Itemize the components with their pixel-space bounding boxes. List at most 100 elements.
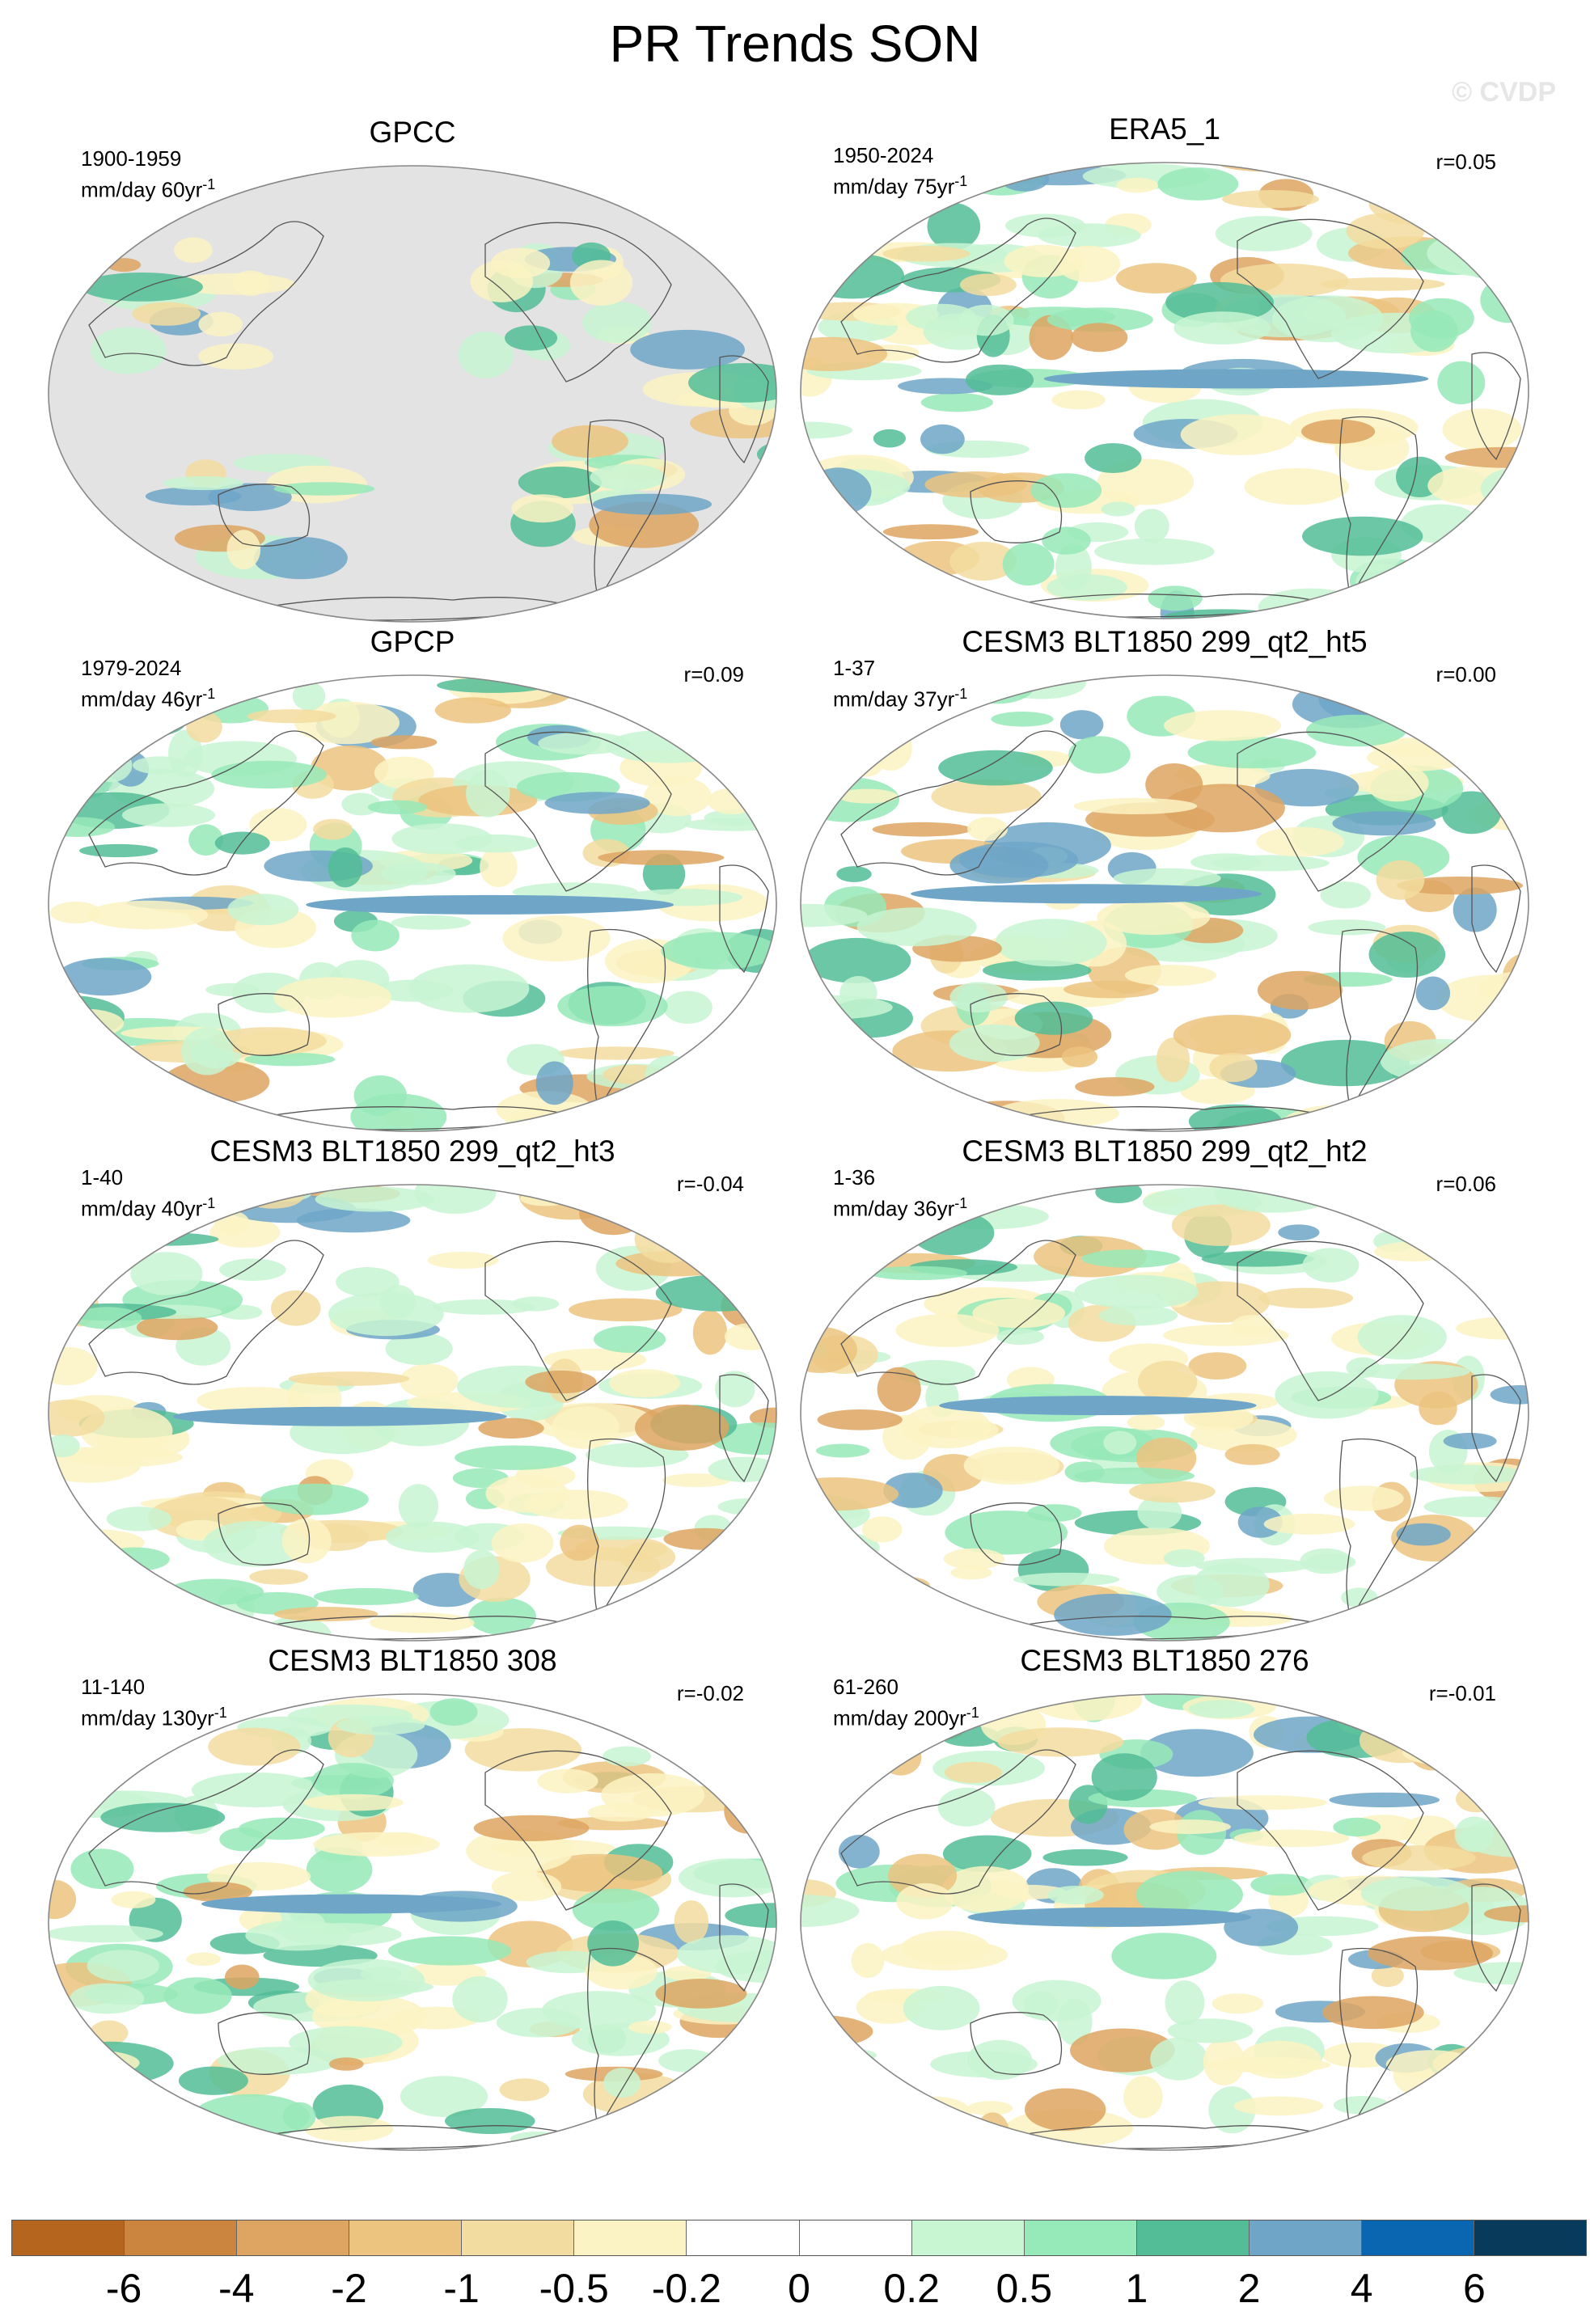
dry-trend-patch (609, 1369, 681, 1397)
wet-trend-patch (658, 2049, 716, 2073)
wet-trend-patch (801, 903, 868, 927)
dry-trend-patch (473, 1815, 590, 1841)
colorbar-tick-label: -4 (218, 2266, 255, 2311)
dry-trend-patch (663, 1730, 709, 1755)
dry-trend-patch (1284, 675, 1384, 691)
wet-trend-patch (408, 964, 530, 1013)
panel-title: CESM3 BLT1850 299_qt2_ht3 (209, 1135, 615, 1168)
wet-trend-patch (594, 1325, 666, 1353)
wet-trend-patch (1091, 1753, 1157, 1801)
dry-trend-patch (136, 1314, 218, 1341)
wet-trend-patch (49, 1587, 96, 1616)
coastline (218, 2012, 311, 2075)
dry-trend-patch (149, 1601, 188, 1630)
wet-trend-patch (1068, 736, 1131, 774)
wet-trend-patch (1113, 868, 1221, 889)
wet-trend-patch (49, 1434, 80, 1458)
wet-trend-patch (1380, 1201, 1453, 1222)
dry-trend-patch (1116, 177, 1158, 193)
wet-trend-patch (1300, 1548, 1352, 1574)
dry-trend-patch (801, 728, 862, 758)
wet-trend-patch (1453, 887, 1497, 932)
wet-trend-patch (661, 932, 776, 970)
dry-trend-patch (1124, 965, 1217, 987)
wet-trend-patch (91, 327, 167, 374)
coastline (1339, 928, 1419, 1111)
wet-trend-patch (831, 524, 865, 541)
dry-trend-patch (1244, 468, 1350, 505)
dry-trend-patch (560, 1524, 599, 1561)
wet-trend-patch (70, 1983, 145, 2014)
wet-trend-patch (544, 792, 650, 814)
wet-trend-patch (937, 1787, 996, 1827)
dry-trend-patch (801, 1211, 822, 1232)
dry-trend-patch (49, 1015, 95, 1063)
dry-trend-patch (1437, 1206, 1520, 1221)
dry-trend-patch (208, 1727, 301, 1766)
dry-trend-patch (808, 2080, 901, 2119)
dry-trend-patch (801, 1088, 867, 1116)
dry-trend-patch (518, 1185, 623, 1220)
dry-trend-patch (170, 1604, 231, 1633)
colorbar-box (12, 2220, 125, 2255)
pattern-correlation: r=-0.02 (676, 1681, 744, 1705)
colorbar-box (1361, 2220, 1475, 2255)
dry-trend-patch (895, 1313, 1000, 1347)
wet-trend-patch (1360, 1876, 1474, 1912)
wet-trend-patch (1332, 811, 1436, 836)
wet-trend-patch (385, 1521, 479, 1553)
wet-trend-patch (49, 1076, 76, 1098)
dry-trend-patch (1367, 1936, 1494, 1971)
wet-trend-patch (1167, 2018, 1254, 2043)
wet-trend-patch (429, 1698, 478, 1726)
wet-trend-patch (856, 907, 977, 947)
wet-trend-patch (49, 2119, 108, 2140)
period-label: 1979-2024 (81, 656, 182, 680)
wet-trend-patch (306, 1847, 373, 1893)
dry-trend-patch (817, 1409, 903, 1430)
coastline (970, 993, 1063, 1056)
wet-trend-patch (801, 253, 905, 299)
dry-trend-patch (967, 817, 1009, 841)
wet-trend-patch (385, 1332, 453, 1365)
dry-trend-patch (861, 1516, 903, 1543)
dry-trend-patch (972, 1298, 1065, 1329)
dry-trend-patch (249, 1569, 308, 1585)
dry-trend-patch (817, 2110, 898, 2140)
wet-trend-patch (87, 1950, 160, 1982)
wet-trend-patch (466, 769, 510, 818)
dry-trend-patch (67, 1447, 184, 1467)
wet-trend-patch (350, 1093, 447, 1131)
wet-trend-patch (315, 1186, 435, 1212)
dry-trend-patch (801, 2073, 867, 2092)
dry-trend-patch (1075, 1077, 1155, 1097)
wet-trend-patch (49, 1282, 87, 1302)
dry-trend-patch (1217, 163, 1317, 172)
colorbar-box (911, 2220, 1025, 2255)
dry-trend-patch (801, 239, 853, 285)
dry-trend-patch (1115, 263, 1197, 294)
wet-trend-patch (678, 1858, 776, 1898)
coastline (218, 484, 311, 547)
wet-trend-patch (1074, 1274, 1199, 1309)
wet-trend-patch (586, 1443, 689, 1468)
dry-trend-patch (1061, 1046, 1098, 1067)
dry-trend-patch (1414, 218, 1465, 233)
wet-trend-patch (801, 766, 844, 794)
trend-field (49, 1694, 776, 2150)
wet-trend-patch (873, 429, 906, 448)
wet-trend-patch (106, 1506, 172, 1532)
wet-trend-patch (1134, 509, 1169, 543)
dry-trend-patch (1156, 1037, 1190, 1083)
wet-trend-patch (1437, 361, 1486, 404)
dry-trend-patch (1212, 1993, 1264, 2014)
dry-trend-patch (76, 1242, 126, 1266)
dry-trend-patch (882, 524, 979, 540)
wet-trend-patch (313, 1587, 420, 1605)
coastline (88, 1749, 324, 1895)
dry-trend-patch (1355, 1104, 1471, 1130)
wet-trend-patch (130, 1252, 203, 1295)
panel-title: CESM3 BLT1850 299_qt2_ht2 (962, 1135, 1368, 1168)
wet-trend-patch (289, 2026, 403, 2060)
wet-trend-patch (1357, 835, 1450, 880)
